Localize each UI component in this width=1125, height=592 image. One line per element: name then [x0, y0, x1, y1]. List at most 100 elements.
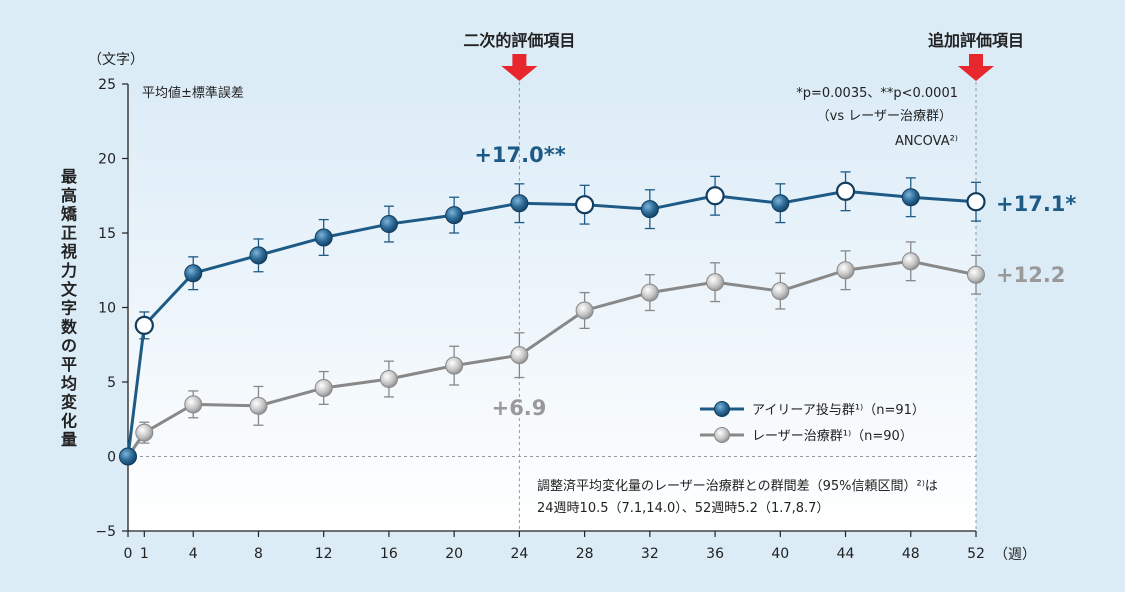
x-tick-label: 32 — [641, 546, 659, 562]
y-axis-label-char: 高 — [61, 186, 77, 205]
x-tick-label: 8 — [254, 546, 263, 562]
y-axis-label-char: 量 — [61, 430, 77, 449]
stat-note: 平均値±標準誤差 — [142, 85, 244, 101]
y-tick-label: 5 — [107, 375, 116, 391]
data-point — [379, 370, 398, 389]
x-tick-label: 28 — [576, 546, 594, 562]
data-point — [184, 395, 203, 414]
data-point — [771, 282, 790, 301]
data-point — [379, 215, 398, 234]
y-unit-label: （文字） — [88, 52, 144, 68]
x-tick-label: 52 — [967, 546, 985, 562]
x-tick-label: 40 — [771, 546, 789, 562]
x-tick-label: 12 — [315, 546, 333, 562]
data-point — [135, 423, 154, 442]
data-point — [575, 195, 595, 215]
series-1 — [119, 241, 985, 466]
legend-item-0: アイリーア投与群¹⁾（n=91） — [700, 401, 925, 418]
data-point — [967, 265, 985, 284]
data-point — [119, 447, 137, 466]
series-0 — [119, 171, 986, 466]
annotations: +17.0** +6.9 +17.1* +12.2 — [474, 143, 1076, 420]
legend-swatch-marker — [714, 401, 730, 417]
y-tick-label: −5 — [95, 524, 116, 540]
data-point — [640, 200, 659, 219]
x-tick-label: 36 — [706, 546, 724, 562]
y-axis-label-char: 化 — [61, 411, 77, 430]
legend: アイリーア投与群¹⁾（n=91） レーザー治療群¹⁾（n=90） — [700, 401, 925, 444]
y-tick-label: 0 — [107, 450, 116, 466]
endpoint-label-0: 二次的評価項目 — [463, 31, 575, 50]
data-point — [510, 346, 529, 365]
y-tick-label: 10 — [98, 301, 116, 317]
x-tick-label: 0 — [124, 546, 133, 562]
data-point — [771, 194, 790, 213]
pvalue-line-1: *p=0.0035、**p<0.0001 — [796, 86, 958, 101]
x-tick-label: 48 — [902, 546, 920, 562]
diff-note-line-1: 調整済平均変化量のレーザー治療群との群間差（95%信頼区間）²⁾は — [537, 478, 938, 494]
diff-note: 調整済平均変化量のレーザー治療群との群間差（95%信頼区間）²⁾は 24週時10… — [537, 478, 938, 516]
value-annotation: +12.2 — [996, 263, 1065, 287]
data-point — [835, 181, 856, 201]
data-point — [184, 264, 203, 283]
x-unit-label: （週） — [994, 547, 1036, 563]
x-tick-label: 20 — [445, 546, 463, 562]
data-point — [575, 301, 594, 320]
y-axis-label-char: 字 — [61, 299, 77, 318]
y-tick-label: 15 — [98, 226, 116, 242]
legend-item-1: レーザー治療群¹⁾（n=90） — [700, 427, 913, 444]
pvalue-line-3: ANCOVA²⁾ — [895, 134, 958, 149]
data-point — [966, 192, 986, 212]
data-point — [445, 356, 464, 375]
value-annotation: +17.1* — [996, 192, 1076, 216]
grid — [128, 82, 977, 531]
legend-swatch-marker — [714, 427, 730, 443]
y-axis-label-char: 最 — [61, 167, 78, 186]
data-point — [314, 378, 333, 397]
data-point — [836, 261, 855, 280]
x-tick-label: 24 — [510, 546, 528, 562]
y-axis-label-char: 数 — [61, 317, 78, 336]
x-tick-label: 1 — [140, 546, 149, 562]
x-tick-label: 16 — [380, 546, 398, 562]
pvalue-note: *p=0.0035、**p<0.0001 （vs レーザー治療群） ANCOVA… — [796, 86, 958, 149]
y-axis-label-char: 矯 — [60, 205, 78, 224]
legend-label: アイリーア投与群¹⁾（n=91） — [752, 402, 925, 418]
endpoint-arrow-0 — [501, 54, 538, 81]
y-tick-label: 20 — [98, 152, 116, 168]
data-point — [901, 188, 920, 207]
data-point — [249, 246, 268, 265]
y-tick-label: 25 — [98, 77, 116, 93]
y-axis-label-char: 力 — [61, 261, 77, 280]
x-tick-label: 44 — [837, 546, 855, 562]
x-tick-label: 4 — [189, 546, 198, 562]
y-axis-label-char: 平 — [61, 355, 77, 374]
series-layer — [119, 171, 986, 466]
data-point — [445, 206, 464, 225]
y-axis-label-char: の — [61, 336, 77, 355]
legend-label: レーザー治療群¹⁾（n=90） — [752, 429, 913, 444]
plot-background — [128, 84, 976, 531]
y-axis-label-char: 文 — [61, 280, 78, 299]
diff-note-line-2: 24週時10.5（7.1,14.0）、52週時5.2（1.7,8.7） — [537, 501, 829, 516]
data-point — [705, 186, 725, 206]
data-point — [510, 194, 529, 213]
data-point — [249, 396, 268, 415]
endpoint-label-1: 追加評価項目 — [928, 31, 1024, 50]
data-point — [134, 315, 154, 335]
endpoint-markers: 二次的評価項目 追加評価項目 — [463, 31, 1024, 81]
value-annotation: +17.0** — [474, 143, 565, 167]
data-point — [706, 273, 725, 292]
endpoint-arrow-1 — [958, 54, 994, 81]
value-annotation: +6.9 — [492, 396, 547, 420]
y-axis-label-char: 変 — [61, 393, 77, 412]
y-axis-label-char: 正 — [61, 223, 77, 242]
data-point — [901, 252, 920, 271]
data-point — [314, 228, 333, 247]
pvalue-line-2: （vs レーザー治療群） — [817, 109, 952, 124]
y-axis-label-char: 視 — [60, 242, 77, 261]
y-axis-label-char: 均 — [61, 374, 77, 393]
